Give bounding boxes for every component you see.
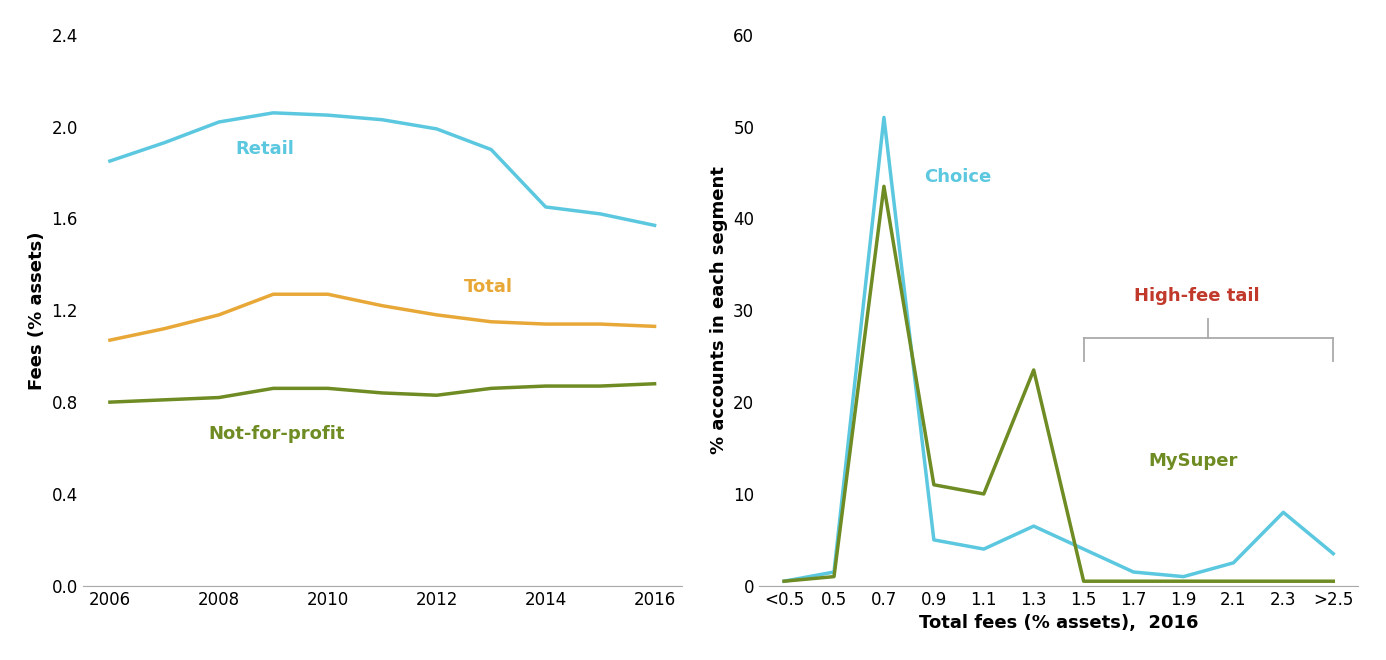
Y-axis label: Fees (% assets): Fees (% assets)	[28, 231, 46, 389]
X-axis label: Total fees (% assets),  2016: Total fees (% assets), 2016	[919, 614, 1199, 632]
Y-axis label: % accounts in each segment: % accounts in each segment	[710, 166, 728, 454]
Text: MySuper: MySuper	[1149, 452, 1238, 471]
Text: High-fee tail: High-fee tail	[1134, 287, 1260, 305]
Text: Total: Total	[464, 278, 513, 296]
Text: Retail: Retail	[236, 140, 294, 158]
Text: Choice: Choice	[924, 168, 991, 185]
Text: Not-for-profit: Not-for-profit	[208, 425, 345, 443]
